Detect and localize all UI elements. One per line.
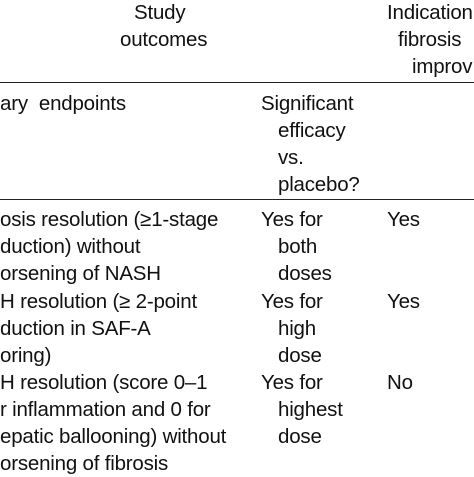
row3-efficacy-line1: Yes for (261, 371, 323, 394)
row3-efficacy-line2: highest (278, 398, 343, 421)
section-divider (0, 199, 474, 200)
row2-outcome-line2: duction in SAF-A (0, 317, 151, 340)
header-divider (0, 82, 474, 83)
row3-outcome-line2: r inflammation and 0 for (0, 398, 211, 421)
efficacy-header-line3: vs. (278, 146, 304, 169)
row1-efficacy-line3: doses (278, 262, 332, 285)
row1-efficacy-line1: Yes for (261, 208, 323, 231)
row3-outcome-line4: orsening of fibrosis (0, 452, 169, 475)
row1-outcome-line2: duction) without (0, 235, 141, 258)
column-header-study-outcomes-line2: outcomes (120, 28, 208, 51)
row1-outcome-line1: osis resolution (≥1-stage (0, 208, 219, 231)
column-header-indication-line3: improv (412, 55, 473, 78)
row2-efficacy-line3: dose (278, 344, 322, 367)
efficacy-header-line2: efficacy (278, 119, 346, 142)
row1-fibrosis: Yes (387, 208, 420, 231)
efficacy-header-line1: Significant (261, 92, 354, 115)
row2-outcome-line3: oring) (0, 344, 52, 367)
row1-outcome-line3: orsening of NASH (0, 262, 161, 285)
row2-efficacy-line2: high (278, 317, 316, 340)
row2-outcome-line1: H resolution (≥ 2-point (0, 290, 197, 313)
efficacy-header-line4: placebo? (278, 173, 360, 196)
column-header-indication-line2: fibrosis (398, 28, 462, 51)
endpoints-label: ary endpoints (0, 92, 126, 115)
row3-efficacy-line3: dose (278, 425, 322, 448)
column-header-study-outcomes-line1: Study (134, 1, 186, 24)
row3-fibrosis: No (387, 371, 413, 394)
row3-outcome-line3: epatic ballooning) without (0, 425, 227, 448)
column-header-indication-line1: Indication (387, 1, 473, 24)
row1-efficacy-line2: both (278, 235, 318, 258)
row2-efficacy-line1: Yes for (261, 290, 323, 313)
row2-fibrosis: Yes (387, 290, 420, 313)
row3-outcome-line1: H resolution (score 0–1 (0, 371, 208, 394)
